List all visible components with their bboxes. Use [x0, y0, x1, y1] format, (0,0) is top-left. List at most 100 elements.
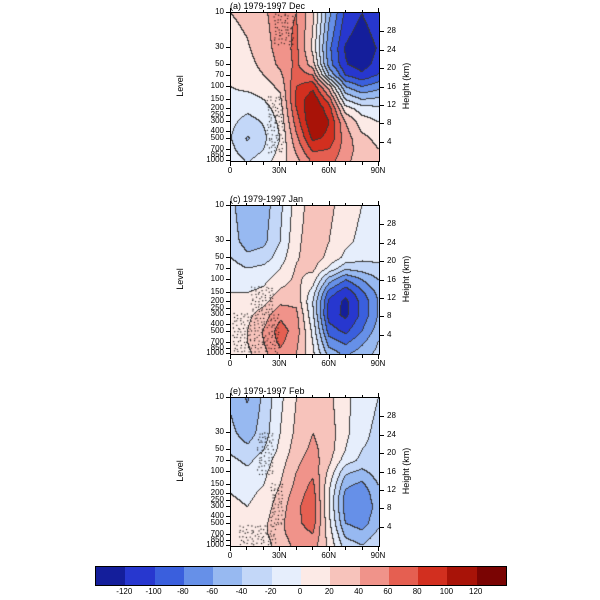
x-axis-tick — [246, 547, 248, 550]
right-axis-tick-label: 20 — [387, 63, 396, 73]
y-axis-tick-label: 30 — [215, 42, 224, 52]
y-axis-tick-label: 30 — [215, 427, 224, 437]
x-axis-top-tick — [378, 201, 379, 205]
x-axis-top-tick — [246, 202, 248, 205]
x-axis-top-tick — [246, 9, 248, 12]
x-axis-tick-label: 90N — [370, 359, 386, 368]
colorbar-segment — [388, 567, 419, 585]
colorbar-tick-label: -100 — [145, 587, 162, 596]
colorbar-segment — [183, 567, 214, 585]
y-axis-tick-label: 700 — [210, 528, 224, 538]
right-axis-tick — [380, 471, 384, 473]
y-axis-tick-label: 400 — [210, 318, 224, 328]
right-axis-tick-label: 28 — [387, 219, 396, 229]
x-axis-top-tick — [378, 393, 379, 397]
y-axis-tick-label: 200 — [210, 103, 224, 113]
colorbar-segment — [96, 567, 126, 585]
x-axis-tick — [230, 547, 231, 551]
x-axis-tick-label: 30N — [271, 359, 287, 368]
right-axis-tick — [380, 104, 384, 106]
x-axis-tick — [328, 547, 330, 551]
x-axis-top-tick — [262, 9, 264, 12]
y-axis-tick-label: 100 — [210, 274, 224, 283]
colorbar-segment — [330, 567, 360, 585]
y-axis-tick-label: 850 — [210, 342, 224, 352]
y-axis-tick — [226, 539, 230, 541]
x-axis-tick — [345, 162, 347, 165]
x-axis-top-tick — [345, 9, 347, 12]
colorbar-tick-label: -80 — [177, 587, 189, 596]
right-axis-title: Height (km) — [401, 447, 411, 495]
panel-title-dec: (a) 1979-1997 Dec — [230, 1, 306, 11]
y-axis-tick-label: 10 — [215, 392, 224, 401]
y-axis-tick-label: 100 — [210, 81, 224, 90]
x-axis-tick — [279, 355, 281, 359]
x-axis-top-tick — [345, 202, 347, 205]
x-axis-tick — [312, 547, 314, 550]
y-axis-tick-label: 850 — [210, 149, 224, 159]
right-axis-tick — [380, 508, 384, 510]
x-axis-tick — [345, 355, 347, 358]
right-axis-tick-label: 24 — [387, 429, 396, 439]
x-axis-tick — [246, 162, 248, 165]
y-axis-tick-label: 500 — [210, 132, 224, 142]
x-axis-tick — [378, 547, 379, 551]
x-axis-tick-label: 0 — [227, 166, 233, 175]
y-axis-tick-label: 70 — [215, 262, 224, 272]
y-axis-tick — [226, 397, 230, 398]
right-axis-tick — [380, 86, 384, 88]
y-axis-tick-label: 700 — [210, 143, 224, 153]
y-axis-tick — [226, 533, 230, 535]
colorbar-tick-label: 120 — [469, 587, 483, 596]
colorbar-segment — [213, 567, 243, 585]
y-axis-title: Level — [175, 460, 185, 482]
x-axis-tick — [279, 547, 281, 551]
y-axis-tick-label: 200 — [210, 488, 224, 498]
right-axis-tick — [380, 434, 384, 436]
y-axis-tick-label: 150 — [210, 287, 224, 297]
y-axis-tick-label: 1000 — [206, 348, 224, 357]
panel-title-jan: (c) 1979-1997 Jan — [230, 194, 304, 204]
x-axis-top-tick — [378, 8, 379, 12]
colorbar-tick-label: 80 — [412, 587, 422, 596]
x-axis-tick — [328, 355, 330, 359]
y-axis-tick — [226, 432, 230, 434]
x-axis-tick — [295, 162, 297, 165]
y-axis-tick-label: 150 — [210, 94, 224, 104]
y-axis-tick — [226, 471, 230, 472]
x-axis-tick — [230, 162, 231, 166]
x-axis-tick — [345, 547, 347, 550]
y-axis-tick — [226, 500, 230, 502]
x-axis-tick — [328, 162, 330, 166]
colorbar-tick-label: -120 — [116, 587, 133, 596]
y-axis-title: Level — [175, 75, 185, 97]
x-axis-tick — [295, 355, 297, 358]
y-axis-tick — [226, 308, 230, 310]
right-axis-tick — [380, 316, 384, 318]
x-axis-tick-label: 0 — [227, 359, 233, 368]
y-axis-tick-label: 300 — [210, 116, 224, 126]
y-axis-tick — [226, 121, 230, 123]
colorbar-tick-label: -20 — [264, 587, 277, 596]
right-axis-tick-label: 12 — [387, 292, 396, 302]
y-axis-tick — [226, 323, 230, 325]
y-axis-tick — [226, 484, 230, 486]
x-axis-tick — [295, 547, 297, 550]
y-axis-tick-label: 850 — [210, 534, 224, 544]
colorbar-segment — [154, 567, 184, 585]
x-axis-tick — [361, 355, 363, 358]
right-axis-tick-label: 4 — [387, 136, 392, 146]
x-axis-top-tick — [361, 394, 363, 397]
y-axis-tick — [226, 522, 230, 524]
colorbar-tick-label: 60 — [383, 587, 393, 596]
x-axis-tick — [279, 162, 281, 166]
y-axis-tick — [226, 301, 230, 303]
right-axis-tick-label: 12 — [387, 484, 396, 494]
y-axis-tick-label: 50 — [215, 443, 224, 453]
colorbar-segment — [418, 567, 448, 585]
y-axis-tick — [226, 506, 230, 508]
right-axis-tick-label: 4 — [387, 329, 392, 339]
x-axis-tick — [361, 162, 363, 165]
y-axis-tick-label: 1000 — [206, 155, 224, 164]
y-axis-tick — [226, 108, 230, 110]
